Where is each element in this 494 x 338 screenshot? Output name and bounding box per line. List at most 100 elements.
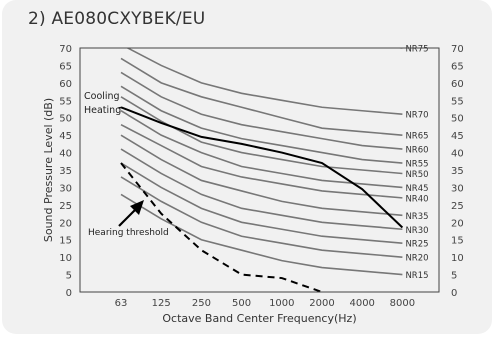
nr-curve-nr75	[393, 48, 403, 49]
x-axis-label: Octave Band Center Frequency(Hz)	[162, 312, 356, 325]
nr-label-text: NR65	[405, 132, 428, 142]
y-tick-label-right: 20	[451, 218, 464, 229]
y-tick-label-right: 15	[451, 236, 464, 247]
nr-label-bg	[404, 128, 430, 142]
cooling-heating-line	[120, 106, 404, 229]
nr-label-bg	[404, 208, 430, 222]
nr-label: NR20	[404, 250, 430, 264]
hearing-threshold-annotation: Hearing threshold	[84, 200, 169, 238]
nr-label-bg	[404, 107, 430, 121]
y-tick-label-right: 65	[451, 61, 464, 72]
y-tick-label-right: 40	[451, 149, 464, 160]
y-tick-label-left: 50	[59, 114, 72, 125]
cooling-heating-annotation: Cooling Heating	[82, 89, 121, 119]
nr-label-bg	[404, 222, 430, 236]
nr-label-bg	[404, 250, 430, 264]
nr-label-text: NR15	[405, 271, 428, 281]
nr-label: NR50	[404, 166, 430, 180]
nr-curve-nr70	[125, 48, 403, 116]
y-tick-label-left: 20	[59, 218, 72, 229]
nr-label-bg	[404, 142, 430, 156]
y-tick-label-right: 35	[451, 166, 464, 177]
nr-label: NR45	[404, 180, 430, 194]
nr-curve-nr60	[120, 71, 403, 150]
nr-label-text: NR35	[405, 212, 428, 222]
nr-curve-nr45	[120, 110, 403, 189]
x-tick-label: 63	[115, 298, 128, 309]
nr-label-text: NR40	[405, 194, 428, 204]
nr-label: NR60	[404, 142, 430, 156]
nr-label-text: NR30	[405, 226, 428, 236]
y-tick-label-left: 30	[59, 183, 72, 194]
y-tick-label-right: 55	[451, 96, 464, 107]
hearing-threshold-line	[120, 162, 323, 292]
y-tick-label-right: 50	[451, 114, 464, 125]
y-tick-label-left: 40	[59, 149, 72, 160]
nr-label-text: NR55	[405, 160, 428, 170]
nr-label-bg	[404, 190, 430, 204]
y-tick-label-left: 15	[59, 236, 72, 247]
annotation-leader	[117, 106, 122, 109]
nr-label-text: NR50	[405, 170, 428, 180]
y-tick-label-right: 45	[451, 131, 464, 142]
y-tick-label-right: 25	[451, 201, 464, 212]
y-tick-label-left: 0	[66, 288, 72, 299]
nr-label-text: NR45	[405, 184, 428, 194]
x-tick-label: 250	[192, 298, 211, 309]
y-tick-label-left: 60	[59, 79, 72, 90]
nr-label-text: NR75	[405, 45, 428, 55]
nr-curve-nr65	[120, 57, 403, 136]
nr-label-bg	[404, 166, 430, 180]
y-tick-label-right: 10	[451, 253, 464, 264]
x-tick-label: 8000	[390, 298, 415, 309]
y-tick-label-right: 5	[451, 271, 457, 282]
threshold-label-bg	[84, 226, 164, 238]
nr-curve-nr35	[120, 134, 403, 217]
y-tick-label-left: 70	[59, 44, 72, 55]
nr-label: NR30	[404, 222, 430, 236]
nr-curve-nr30	[120, 148, 403, 231]
nr-label: NR35	[404, 208, 430, 222]
threshold-arrow-head	[130, 200, 144, 215]
y-tick-label-left: 10	[59, 253, 72, 264]
y-axis-label: Sound Pressure Level (dB)	[42, 98, 55, 242]
annotation-bg	[82, 89, 118, 119]
x-tick-label: 125	[152, 298, 171, 309]
x-tick-label: 1000	[269, 298, 294, 309]
threshold-arrow-shaft	[118, 207, 138, 227]
y-tick-label-right: 0	[451, 288, 457, 299]
nr-curve-nr20	[120, 176, 403, 258]
nr-label-bg	[404, 156, 430, 170]
nr-label-bg	[404, 180, 430, 194]
nr-label: NR15	[404, 267, 430, 281]
threshold-label: Hearing threshold	[88, 228, 169, 238]
nr-label: NR55	[404, 156, 430, 170]
y-tick-label-right: 30	[451, 183, 464, 194]
y-tick-label-left: 25	[59, 201, 72, 212]
nr-label: NR70	[404, 107, 430, 121]
nr-label: NR65	[404, 128, 430, 142]
x-tick-label: 4000	[349, 298, 374, 309]
y-tick-label-left: 65	[59, 61, 72, 72]
y-tick-label-left: 55	[59, 96, 72, 107]
y-tick-label-left: 35	[59, 166, 72, 177]
plot-frame	[79, 47, 440, 293]
cooling-label: Cooling	[84, 91, 120, 102]
nr-label-text: NR70	[405, 111, 428, 121]
y-tick-label-left: 5	[66, 271, 72, 282]
nr-label-text: NR20	[405, 254, 428, 264]
nr-label-bg	[404, 236, 430, 250]
y-tick-label-right: 60	[451, 79, 464, 90]
nr-curve-nr55	[120, 85, 403, 164]
nr-label-text: NR60	[405, 146, 428, 156]
x-tick-label: 2000	[309, 298, 334, 309]
nr-curves	[120, 48, 403, 276]
chart-title: 2) AE080CXYBEK/EU	[28, 9, 206, 29]
y-tick-label-left: 45	[59, 131, 72, 142]
nr-label-text: NR25	[405, 240, 428, 250]
nr-curve-nr15	[120, 193, 403, 276]
x-tick-label: 500	[232, 298, 251, 309]
nr-label: NR40	[404, 190, 430, 204]
nr-label-bg	[404, 267, 430, 281]
